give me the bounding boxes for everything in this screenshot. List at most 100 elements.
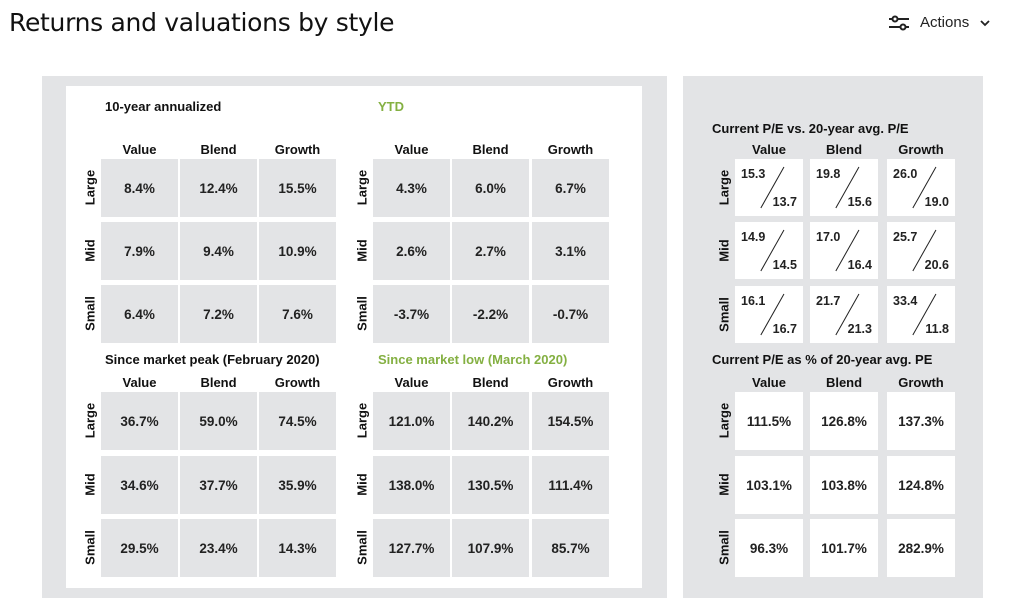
column-header-value: Value xyxy=(752,142,786,157)
grid-cell: 9.4% xyxy=(180,222,257,280)
average-pe: 14.5 xyxy=(772,258,797,272)
block-title: Since market low (March 2020) xyxy=(378,352,568,367)
actions-button[interactable]: Actions xyxy=(888,14,991,31)
row-label-small: Small xyxy=(716,296,732,332)
grid-cell: 19.8 15.6 xyxy=(810,159,878,216)
diagonal-divider xyxy=(760,166,785,209)
grid-cell: 282.9% xyxy=(887,519,955,577)
grid-cell: 7.9% xyxy=(101,222,178,280)
row-label-small: Small xyxy=(354,296,370,331)
block-title: 10-year annualized xyxy=(105,99,222,114)
row-label-small: Small xyxy=(354,530,370,565)
block-title: Current P/E as % of 20-year avg. PE xyxy=(712,352,933,367)
grid-cell: 12.4% xyxy=(180,159,257,217)
current-pe: 21.7 xyxy=(816,294,841,308)
diagonal-divider xyxy=(912,166,937,209)
grid-cell: 126.8% xyxy=(810,392,878,450)
row-label-large: Large xyxy=(354,402,370,439)
grid-cell: 121.0% xyxy=(373,392,450,450)
grid-cell: 111.4% xyxy=(532,456,609,514)
diagonal-divider xyxy=(912,293,937,336)
grid-cell: 103.8% xyxy=(810,456,878,514)
grid-cell: 3.1% xyxy=(532,222,609,280)
sliders-icon xyxy=(889,15,909,30)
diagonal-divider xyxy=(912,229,937,272)
diagonal-divider xyxy=(760,229,785,272)
grid-cell: 154.5% xyxy=(532,392,609,450)
grid-cell: 107.9% xyxy=(452,519,529,577)
current-pe: 25.7 xyxy=(893,230,918,244)
grid-cell: 103.1% xyxy=(735,456,803,514)
grid-cell: 10.9% xyxy=(259,222,336,280)
diagonal-divider xyxy=(835,166,860,209)
grid-cell: 101.7% xyxy=(810,519,878,577)
block-title: YTD xyxy=(378,99,404,114)
average-pe: 11.8 xyxy=(925,322,949,336)
grid-cell: 35.9% xyxy=(259,456,336,514)
grid-cell: 111.5% xyxy=(735,392,803,450)
diagonal-divider xyxy=(760,293,785,336)
grid-cell: 25.7 20.6 xyxy=(887,222,955,279)
row-label-mid: Mid xyxy=(82,473,98,496)
grid-cell: 15.5% xyxy=(259,159,336,217)
grid-cell: 29.5% xyxy=(101,519,178,577)
block-title: Since market peak (February 2020) xyxy=(105,352,320,367)
column-header-growth: Growth xyxy=(898,142,944,157)
grid-cell: 130.5% xyxy=(452,456,529,514)
grid-cell: 124.8% xyxy=(887,456,955,514)
current-pe: 16.1 xyxy=(741,294,766,308)
grid-cell: 140.2% xyxy=(452,392,529,450)
row-label-small: Small xyxy=(82,296,98,331)
grid-cell: -0.7% xyxy=(532,285,609,343)
grid-cell: 36.7% xyxy=(101,392,178,450)
grid-cell: 34.6% xyxy=(101,456,178,514)
grid-cell: 137.3% xyxy=(887,392,955,450)
grid-cell: -2.2% xyxy=(452,285,529,343)
column-header-growth: Growth xyxy=(274,375,321,390)
average-pe: 15.6 xyxy=(847,195,872,209)
current-pe: 15.3 xyxy=(741,167,766,181)
grid-cell: 4.3% xyxy=(373,159,450,217)
grid-cell: 7.6% xyxy=(259,285,336,343)
block-title: Current P/E vs. 20-year avg. P/E xyxy=(712,121,909,136)
row-label-mid: Mid xyxy=(82,239,98,262)
row-label-large: Large xyxy=(354,169,370,206)
grid-cell: 33.4 11.8 xyxy=(887,286,955,343)
column-header-blend: Blend xyxy=(825,375,863,390)
column-header-blend: Blend xyxy=(472,375,509,390)
current-pe: 19.8 xyxy=(816,167,841,181)
average-pe: 19.0 xyxy=(924,195,949,209)
row-label-large: Large xyxy=(716,402,732,439)
grid-cell: 127.7% xyxy=(373,519,450,577)
column-header-value: Value xyxy=(122,375,157,390)
diagonal-divider xyxy=(835,293,860,336)
grid-cell: 6.4% xyxy=(101,285,178,343)
grid-cell: 85.7% xyxy=(532,519,609,577)
column-header-blend: Blend xyxy=(200,375,237,390)
grid-cell: 26.0 19.0 xyxy=(887,159,955,216)
diagonal-divider xyxy=(835,229,860,272)
row-label-mid: Mid xyxy=(354,473,370,496)
grid-cell: 2.6% xyxy=(373,222,450,280)
grid-cell: 37.7% xyxy=(180,456,257,514)
grid-cell: 16.1 16.7 xyxy=(735,286,803,343)
column-header-blend: Blend xyxy=(825,142,863,157)
column-header-value: Value xyxy=(122,142,157,157)
page-title: Returns and valuations by style xyxy=(9,8,395,37)
current-pe: 14.9 xyxy=(741,230,766,244)
grid-cell: 7.2% xyxy=(180,285,257,343)
row-label-small: Small xyxy=(82,530,98,565)
grid-cell: 14.3% xyxy=(259,519,336,577)
average-pe: 13.7 xyxy=(772,195,797,209)
grid-cell: -3.7% xyxy=(373,285,450,343)
average-pe: 16.4 xyxy=(847,258,872,272)
grid-cell: 21.7 21.3 xyxy=(810,286,878,343)
row-label-mid: Mid xyxy=(716,473,732,496)
column-header-value: Value xyxy=(394,142,429,157)
column-header-growth: Growth xyxy=(898,375,944,390)
row-label-large: Large xyxy=(82,402,98,439)
column-header-value: Value xyxy=(394,375,429,390)
column-header-blend: Blend xyxy=(472,142,509,157)
grid-cell: 74.5% xyxy=(259,392,336,450)
average-pe: 16.7 xyxy=(772,322,797,336)
